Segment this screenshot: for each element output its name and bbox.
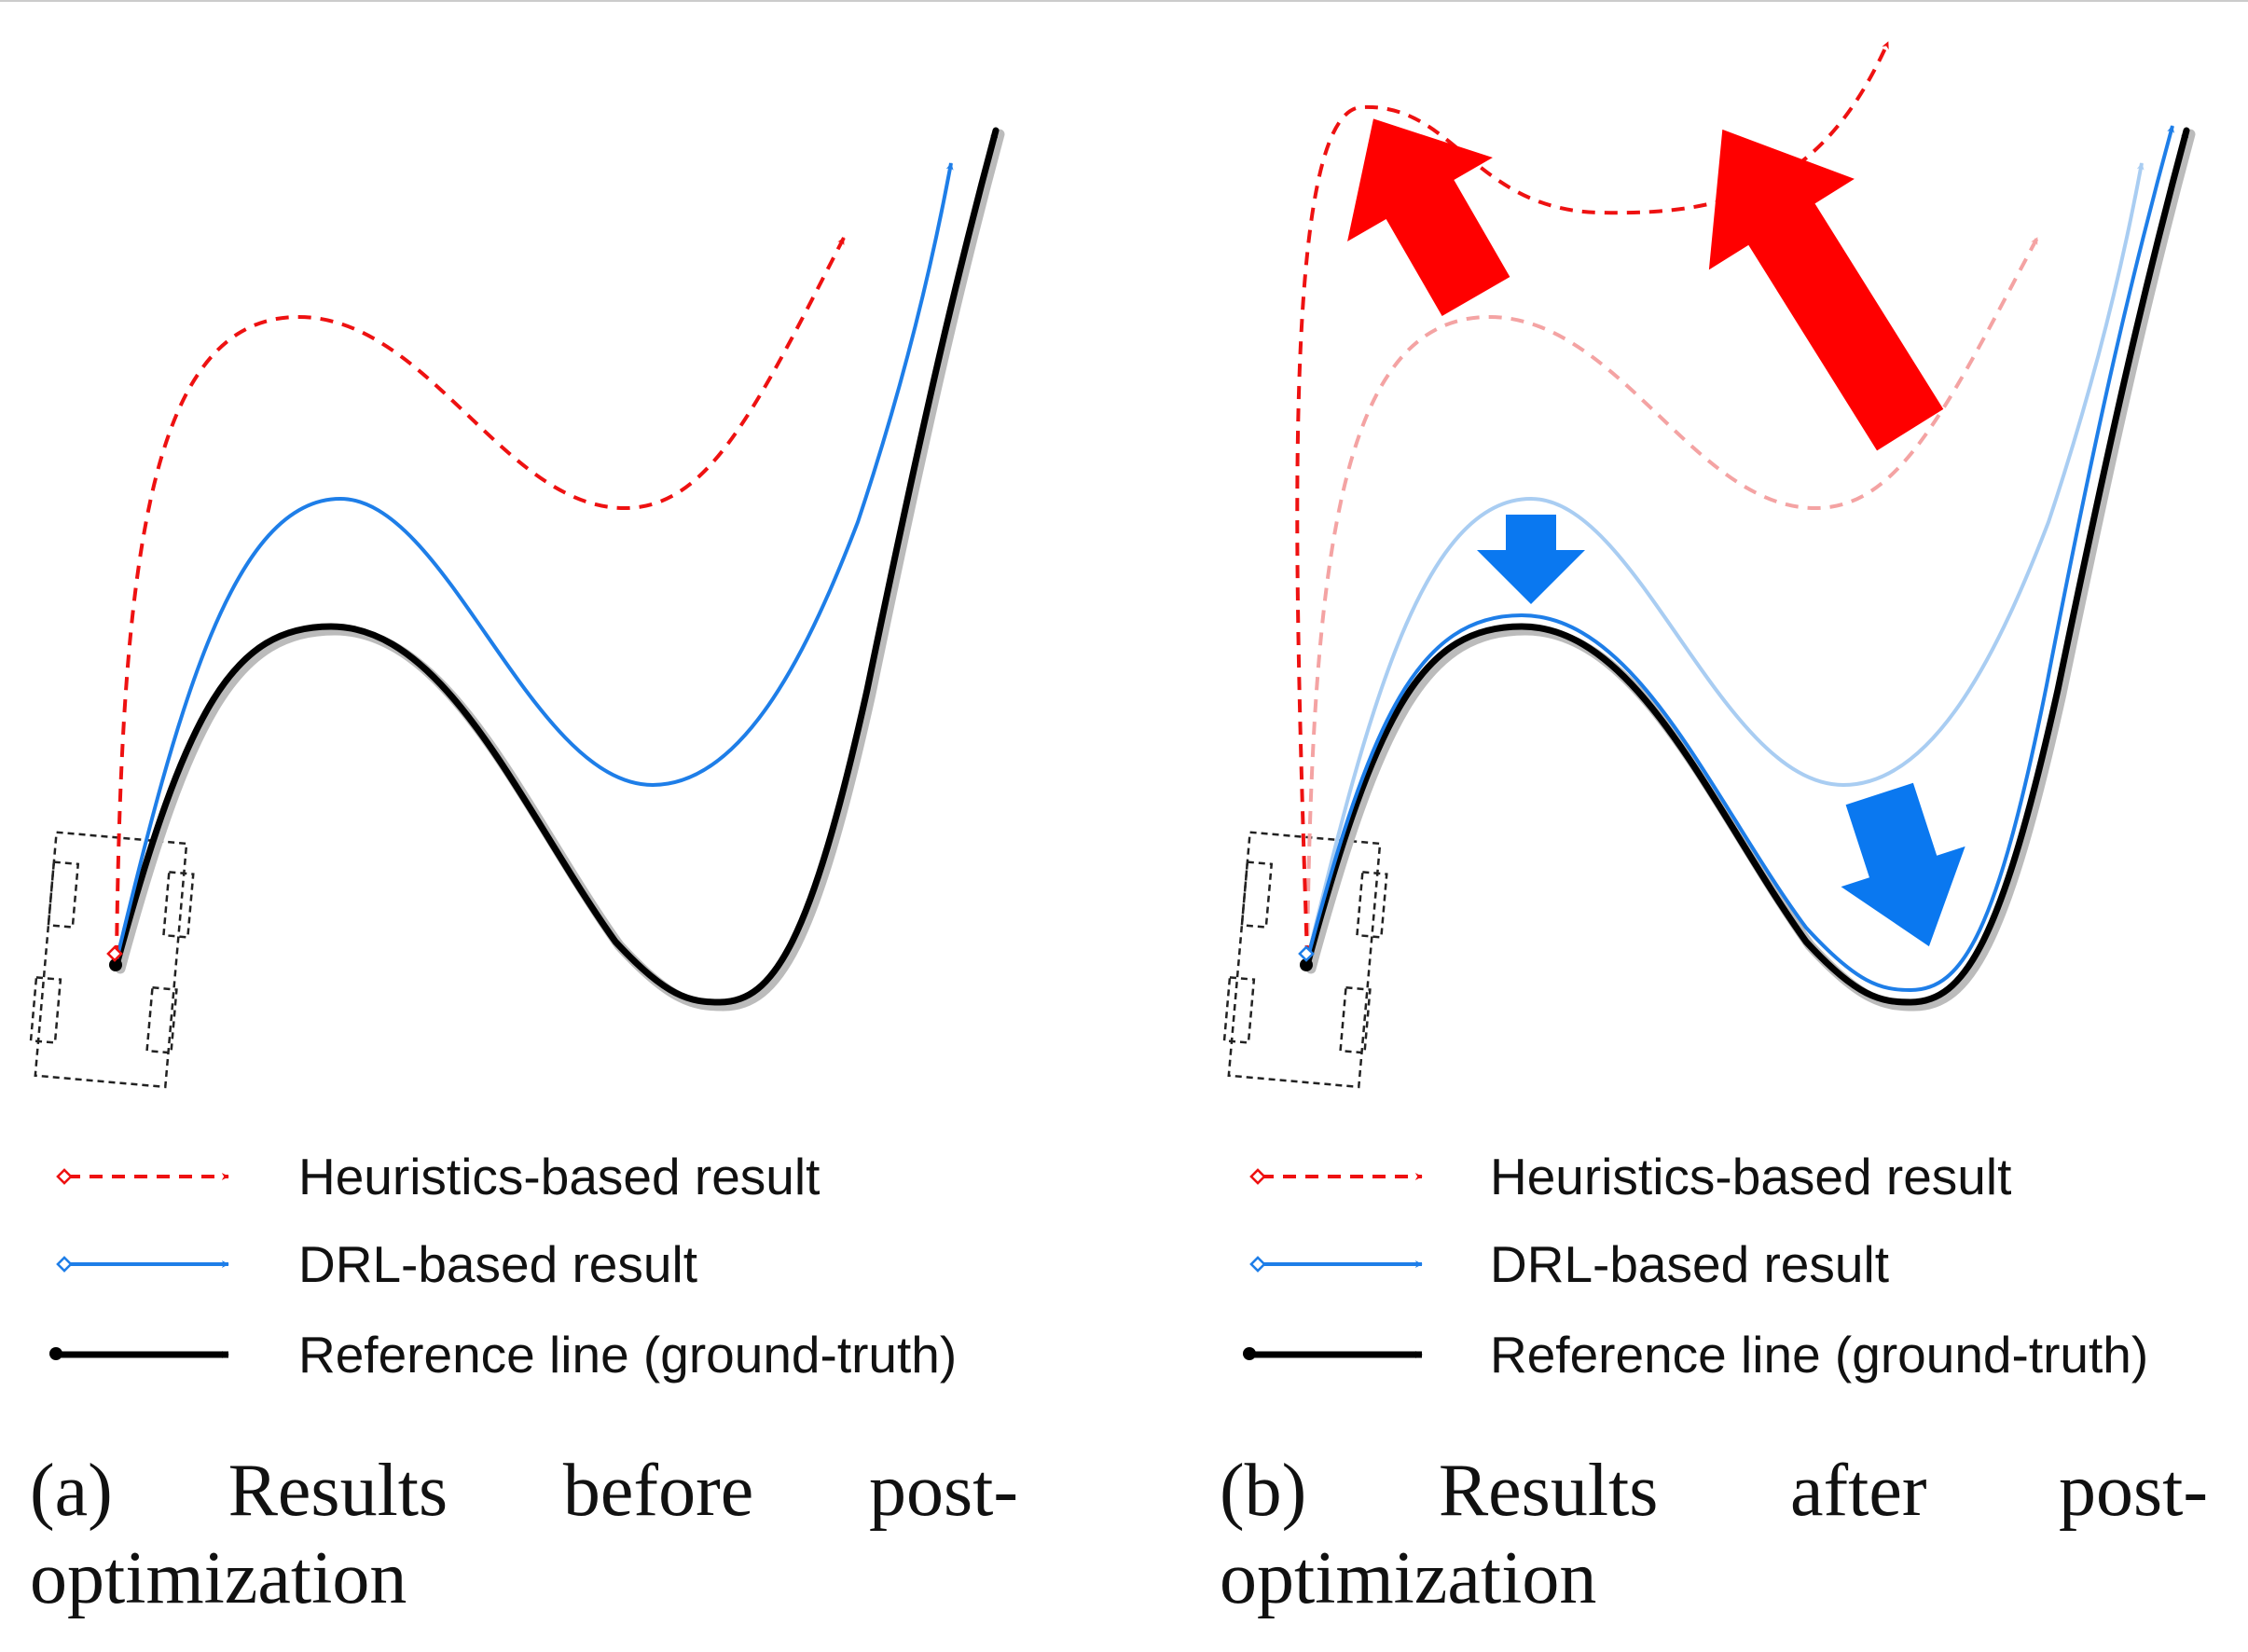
drl-line-a [115,162,954,961]
legend-heuristics-label-b: Heuristics-based result [1490,1148,2011,1205]
legend-reference-label-b: Reference line (ground-truth) [1490,1326,2148,1384]
heuristics-line-b [1295,41,1890,959]
vehicle-outline-b [1222,831,1388,1089]
legend-a: Heuristics-based result DRL-based result… [49,1148,957,1384]
legend-drl-label-a: DRL-based result [298,1235,697,1293]
caption-b-label: (b) [1220,1450,1307,1532]
legend-reference-label-a: Reference line (ground-truth) [298,1326,957,1384]
panel-b: Heuristics-based result DRL-based result… [1222,41,2196,1384]
heuristics-line-before-b [1305,237,2039,959]
legend-b: Heuristics-based result DRL-based result… [1243,1148,2148,1384]
caption-a-word3: post- [868,1450,1018,1532]
legend-heuristics-label-a: Heuristics-based result [298,1148,820,1205]
start-marker-a [106,945,123,962]
caption-a-word1: Results [228,1450,448,1532]
caption-a-line2: optimization [30,1537,407,1619]
reference-line-a [115,129,1005,1012]
panel-a: Heuristics-based result DRL-based result… [29,127,1005,1384]
caption-b-word2: after [1789,1450,1927,1532]
drl-line-before-b [1305,162,2145,961]
caption-b-word3: post- [2059,1450,2208,1532]
vehicle-outline-a [29,831,195,1089]
start-marker-b [1298,945,1315,962]
caption-b: (b) Results after post- optimization [1220,1447,2208,1622]
start-point-b [1300,958,1313,971]
caption-a-word2: before [562,1450,754,1532]
caption-a: (a) Results before post- optimization [30,1447,1018,1622]
heuristics-line-a [115,237,846,959]
shift-down-arrow-right [1841,782,1965,947]
legend-drl-label-b: DRL-based result [1490,1235,1889,1293]
shift-up-arrow-left [1347,118,1510,316]
start-point-a [109,958,122,971]
caption-b-line2: optimization [1220,1537,1597,1619]
caption-b-word1: Results [1438,1450,1659,1532]
drl-line-b [1305,125,2174,993]
shift-up-arrow-right [1708,129,1944,451]
caption-a-label: (a) [30,1450,113,1532]
shift-down-arrow-left [1477,515,1585,604]
reference-line-a [113,127,1000,1006]
reference-line-b [1303,127,2190,1006]
